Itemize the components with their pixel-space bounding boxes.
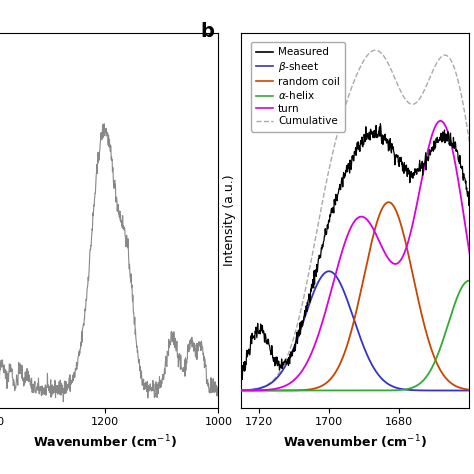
Legend: Measured, $\beta$-sheet, random coil, $\alpha$-helix, turn, Cumulative: Measured, $\beta$-sheet, random coil, $\… (251, 42, 345, 132)
X-axis label: Wavenumber (cm$^{-1}$): Wavenumber (cm$^{-1}$) (283, 433, 427, 450)
Y-axis label: Intensity (a.u.): Intensity (a.u.) (223, 174, 236, 266)
Text: b: b (200, 22, 214, 41)
X-axis label: Wavenumber (cm$^{-1}$): Wavenumber (cm$^{-1}$) (33, 433, 176, 450)
